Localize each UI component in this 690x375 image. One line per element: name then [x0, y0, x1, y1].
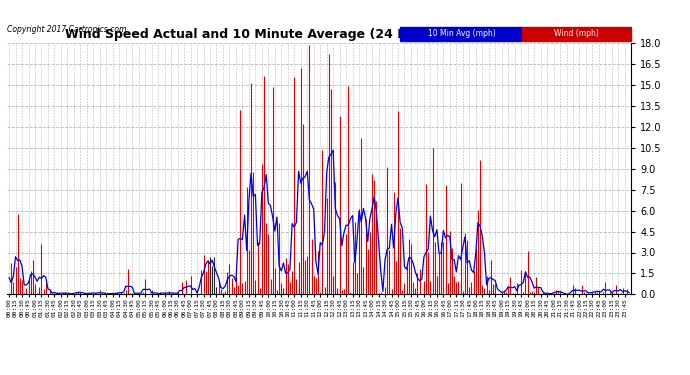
Text: Copyright 2017 Cartronics.com: Copyright 2017 Cartronics.com [7, 26, 126, 34]
Text: 10 Min Avg (mph): 10 Min Avg (mph) [428, 29, 495, 38]
FancyBboxPatch shape [400, 27, 522, 40]
Text: Wind (mph): Wind (mph) [554, 29, 599, 38]
FancyBboxPatch shape [522, 27, 631, 40]
Title: Wind Speed Actual and 10 Minute Average (24 Hours)  (New)  20171126: Wind Speed Actual and 10 Minute Average … [65, 28, 573, 40]
